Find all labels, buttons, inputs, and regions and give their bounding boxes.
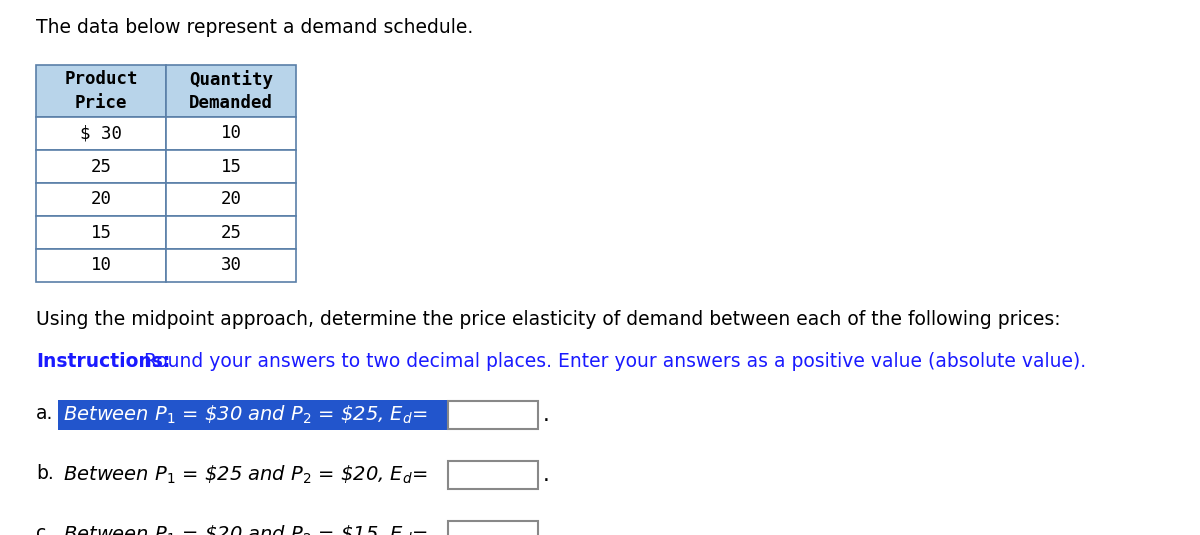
- Text: 15: 15: [90, 224, 112, 241]
- Bar: [36, 249, 166, 282]
- Bar: [166, 249, 296, 282]
- Text: .: .: [542, 405, 550, 425]
- Text: Between $\mathit{P}_1$ = \$20 and $\mathit{P}_2$ = \$15, $\mathit{E}_d$=: Between $\mathit{P}_1$ = \$20 and $\math…: [64, 524, 427, 535]
- Text: Between $\mathit{P}_1$ = \$25 and $\mathit{P}_2$ = \$20, $\mathit{E}_d$=: Between $\mathit{P}_1$ = \$25 and $\math…: [64, 464, 427, 486]
- Text: The data below represent a demand schedule.: The data below represent a demand schedu…: [36, 18, 473, 37]
- Bar: [36, 216, 166, 249]
- Text: .: .: [542, 525, 550, 535]
- Bar: [36, 183, 166, 216]
- Text: Between $\mathit{P}_1$ = \$30 and $\mathit{P}_2$ = \$25, $\mathit{E}_d$=: Between $\mathit{P}_1$ = \$30 and $\math…: [64, 404, 427, 426]
- Text: Round your answers to two decimal places. Enter your answers as a positive value: Round your answers to two decimal places…: [138, 352, 1086, 371]
- Bar: [166, 117, 296, 150]
- Text: Product
Price: Product Price: [65, 70, 138, 112]
- Text: 25: 25: [90, 157, 112, 175]
- Text: 30: 30: [221, 256, 241, 274]
- Text: 15: 15: [221, 157, 241, 175]
- Text: c.: c.: [36, 524, 52, 535]
- Text: 20: 20: [221, 190, 241, 209]
- Text: $ 30: $ 30: [80, 125, 122, 142]
- Text: a.: a.: [36, 404, 53, 423]
- Text: 10: 10: [90, 256, 112, 274]
- Text: Quantity
Demanded: Quantity Demanded: [190, 70, 274, 112]
- Text: b.: b.: [36, 464, 54, 483]
- Bar: [36, 65, 166, 117]
- Bar: [166, 150, 296, 183]
- Bar: [448, 461, 538, 489]
- Bar: [448, 521, 538, 535]
- Text: Using the midpoint approach, determine the price elasticity of demand between ea: Using the midpoint approach, determine t…: [36, 310, 1061, 329]
- Text: 20: 20: [90, 190, 112, 209]
- Bar: [36, 150, 166, 183]
- Text: .: .: [542, 465, 550, 485]
- Bar: [166, 216, 296, 249]
- Text: Instructions:: Instructions:: [36, 352, 170, 371]
- Text: 10: 10: [221, 125, 241, 142]
- Bar: [448, 401, 538, 429]
- Bar: [58, 400, 448, 430]
- Text: 25: 25: [221, 224, 241, 241]
- Bar: [36, 117, 166, 150]
- Bar: [166, 65, 296, 117]
- Bar: [166, 183, 296, 216]
